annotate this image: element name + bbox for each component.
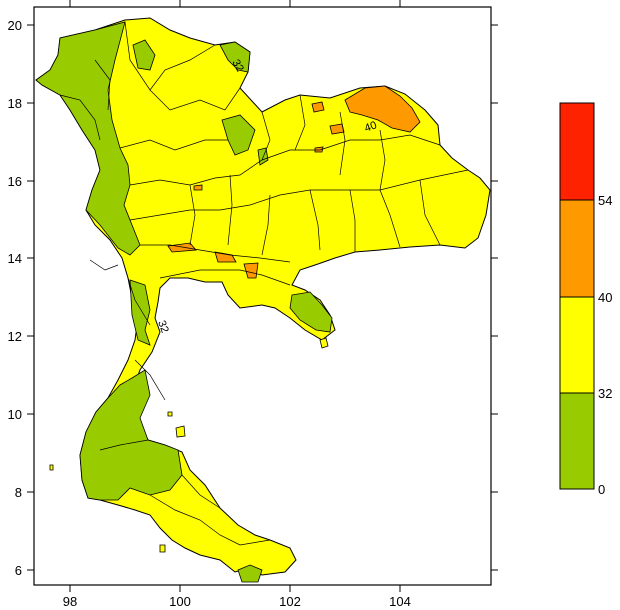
y-tick-label: 6 xyxy=(15,563,22,578)
x-tick-label: 104 xyxy=(389,594,411,609)
high-zone-ne-small-1 xyxy=(311,101,325,113)
high-zone-ne-small-2 xyxy=(329,123,345,135)
low-zone-northeast xyxy=(219,41,251,73)
y-tick-label: 10 xyxy=(8,407,22,422)
legend-label: 40 xyxy=(598,290,612,305)
x-axis xyxy=(69,0,401,592)
contour-label-40: 40 xyxy=(363,119,379,134)
legend-bin-low xyxy=(559,392,595,490)
y-tick-label: 16 xyxy=(8,174,22,189)
high-zone-central-3 xyxy=(243,262,259,279)
x-tick-label: 98 xyxy=(63,594,77,609)
legend-label: 32 xyxy=(598,386,612,401)
province-boundaries xyxy=(59,21,469,546)
high-zone-central-5 xyxy=(314,146,324,153)
low-zone-west-central xyxy=(129,279,151,346)
contour-label-32-north: 32 xyxy=(229,58,246,75)
low-zone-north xyxy=(132,39,156,71)
y-axis xyxy=(27,24,498,571)
low-zone-tip xyxy=(237,564,263,583)
contour-label-32-west: 32 xyxy=(155,319,170,335)
legend-bin-mid xyxy=(559,296,595,394)
low-zone-east-coast xyxy=(289,291,333,333)
high-zone-central-4 xyxy=(193,184,203,191)
x-tick-label: 102 xyxy=(279,594,301,609)
islands xyxy=(49,337,329,553)
country-outline xyxy=(35,17,491,576)
high-zone-central-2 xyxy=(214,251,237,263)
y-tick-label: 14 xyxy=(8,251,22,266)
x-tick-label: 100 xyxy=(169,594,191,609)
y-tick-label: 12 xyxy=(8,329,22,344)
legend-label: 54 xyxy=(598,193,612,208)
low-zone-west xyxy=(35,21,141,256)
high-zone-northeast xyxy=(344,85,421,133)
legend-bin-top xyxy=(559,102,595,201)
legend-bin-high xyxy=(559,199,595,298)
low-zone-south xyxy=(79,369,183,501)
y-tick-label: 18 xyxy=(8,96,22,111)
y-tick-label: 8 xyxy=(15,485,22,500)
high-zone-central-1 xyxy=(167,242,197,253)
legend-label: 0 xyxy=(598,482,605,497)
legend: 0 32 40 54 xyxy=(559,102,612,497)
y-tick-label: 20 xyxy=(8,18,22,33)
